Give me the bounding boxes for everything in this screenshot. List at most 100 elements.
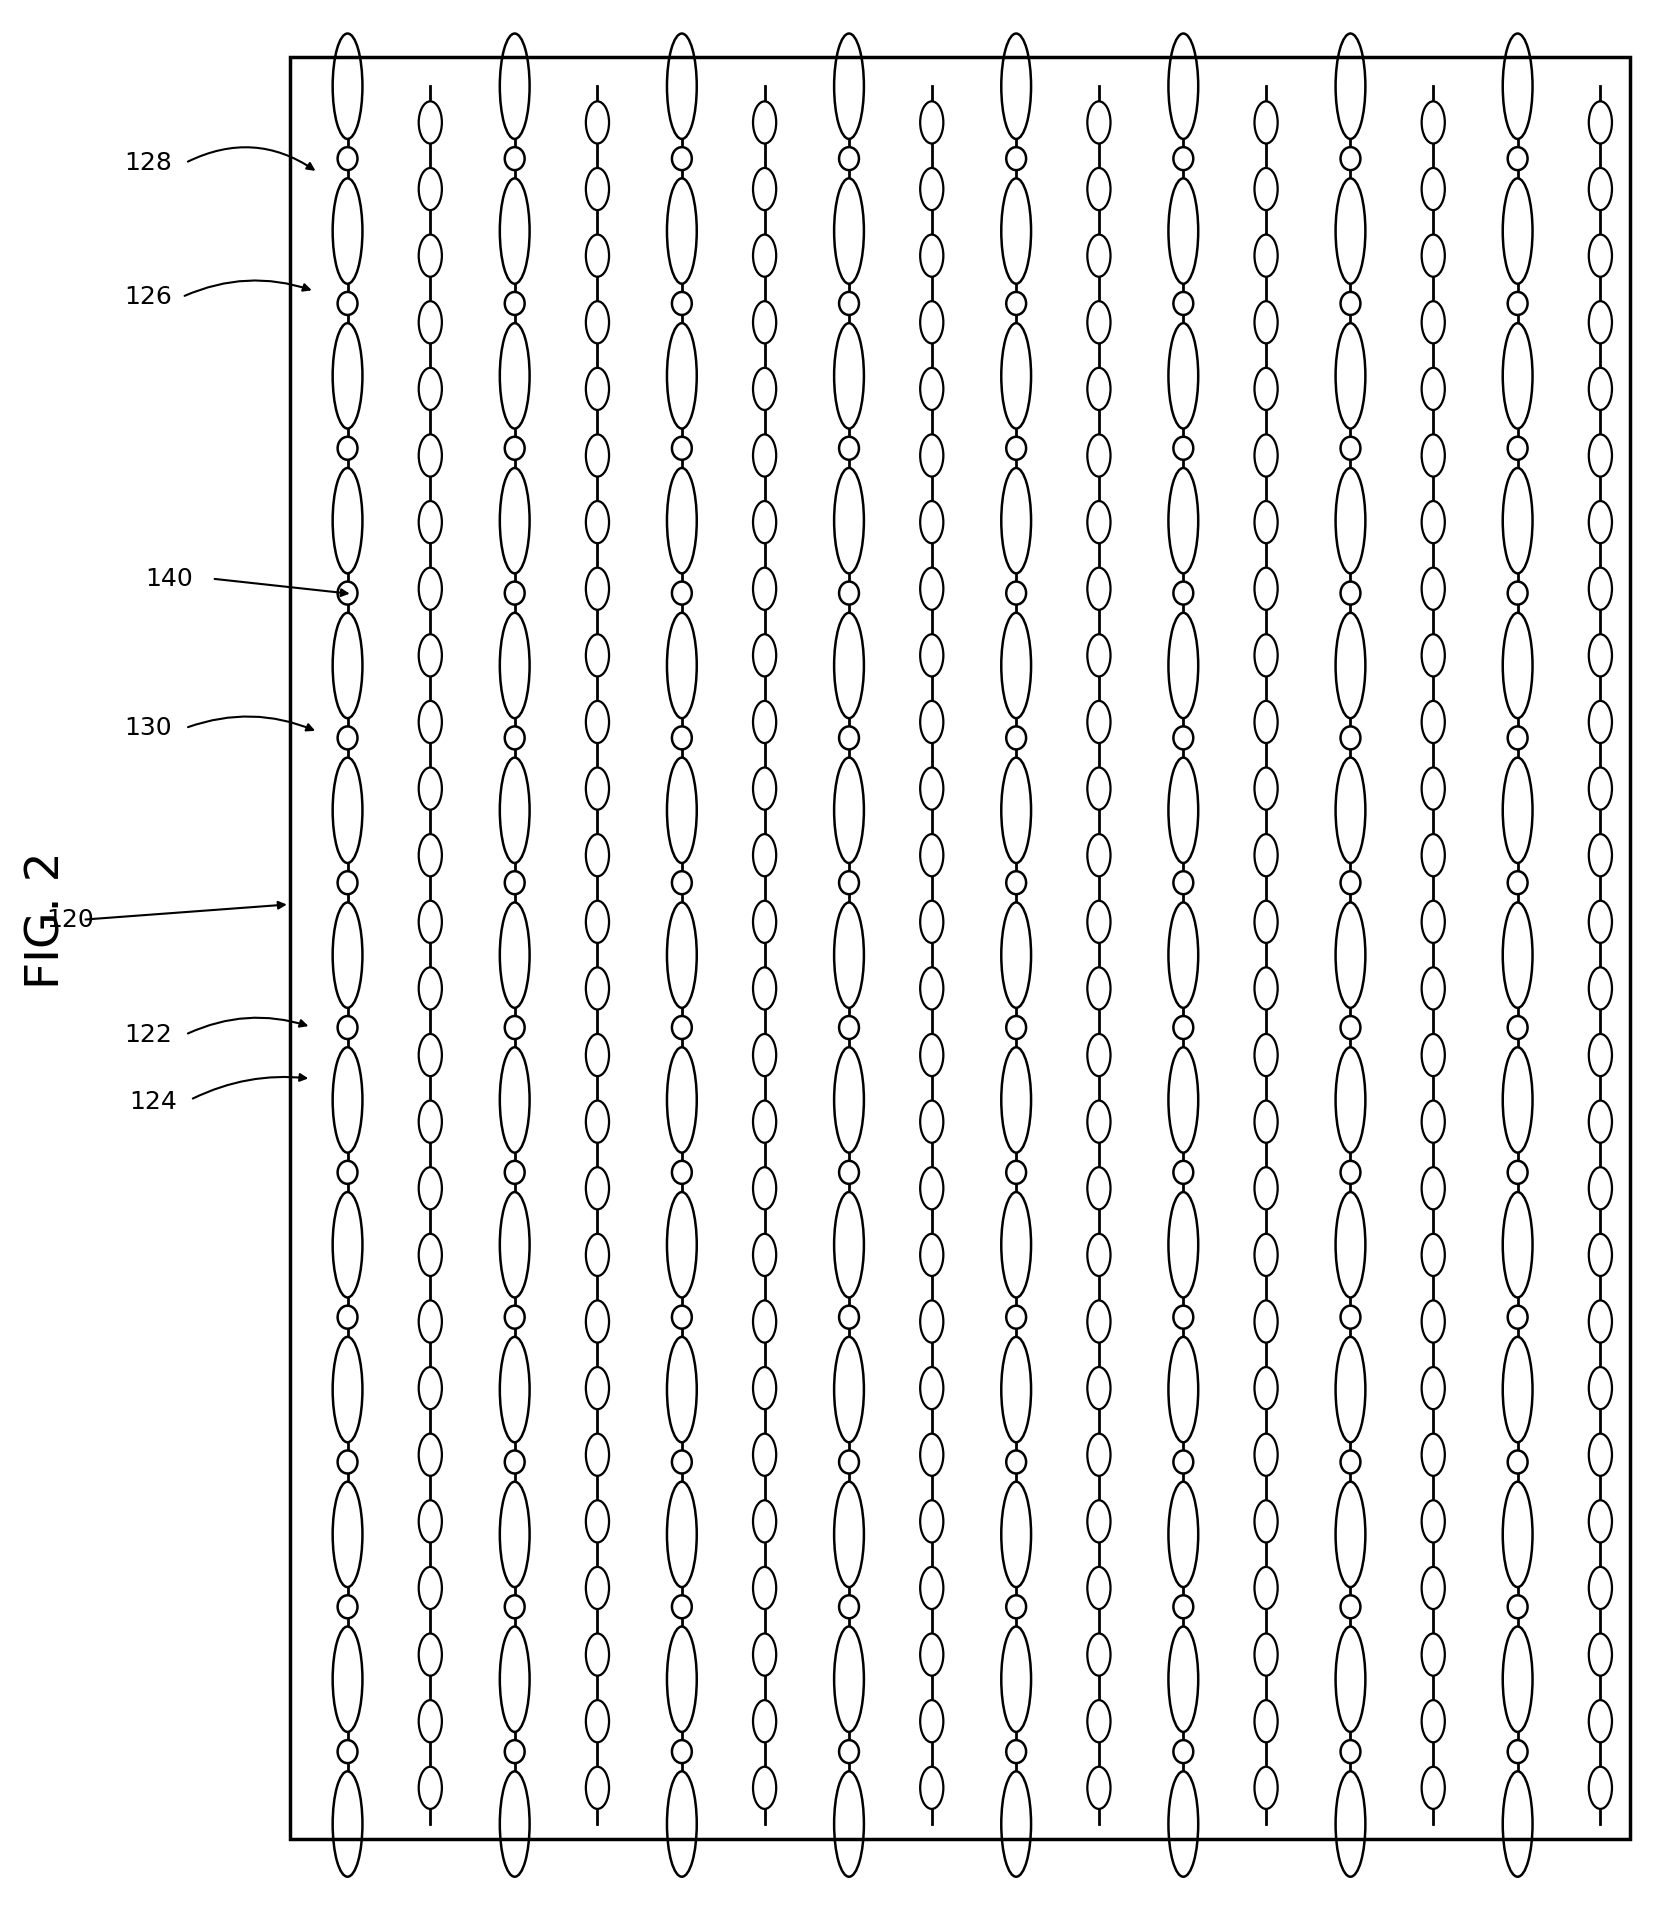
Ellipse shape: [1173, 291, 1193, 314]
Ellipse shape: [1087, 502, 1111, 544]
Ellipse shape: [500, 613, 530, 718]
Ellipse shape: [500, 1048, 530, 1153]
Ellipse shape: [500, 33, 530, 140]
Ellipse shape: [1589, 901, 1612, 943]
Ellipse shape: [1422, 234, 1445, 276]
Ellipse shape: [1087, 768, 1111, 810]
Ellipse shape: [1503, 757, 1533, 862]
Ellipse shape: [1336, 902, 1365, 1008]
Ellipse shape: [753, 102, 776, 144]
Ellipse shape: [1336, 1192, 1365, 1297]
Ellipse shape: [586, 502, 609, 544]
Ellipse shape: [667, 757, 697, 862]
Ellipse shape: [834, 1192, 864, 1297]
Ellipse shape: [1589, 768, 1612, 810]
Ellipse shape: [753, 968, 776, 1010]
Ellipse shape: [920, 1767, 943, 1809]
Ellipse shape: [1006, 726, 1026, 749]
Ellipse shape: [753, 1500, 776, 1542]
Ellipse shape: [1422, 1167, 1445, 1209]
Ellipse shape: [333, 178, 362, 284]
Ellipse shape: [586, 634, 609, 676]
Ellipse shape: [1422, 435, 1445, 477]
Ellipse shape: [1001, 1627, 1031, 1732]
Ellipse shape: [338, 1450, 357, 1473]
Ellipse shape: [1508, 1015, 1528, 1038]
Ellipse shape: [1341, 148, 1360, 171]
Ellipse shape: [834, 1048, 864, 1153]
Ellipse shape: [505, 1015, 525, 1038]
Ellipse shape: [834, 757, 864, 862]
Ellipse shape: [419, 1100, 442, 1142]
Ellipse shape: [1503, 902, 1533, 1008]
Ellipse shape: [1422, 1234, 1445, 1276]
Ellipse shape: [1087, 1035, 1111, 1077]
Ellipse shape: [1589, 301, 1612, 343]
Ellipse shape: [1168, 324, 1198, 429]
Ellipse shape: [1087, 1767, 1111, 1809]
Bar: [290, 57, 1630, 1839]
Ellipse shape: [1503, 1770, 1533, 1878]
Ellipse shape: [1087, 1234, 1111, 1276]
Ellipse shape: [920, 1567, 943, 1609]
Ellipse shape: [338, 1305, 357, 1328]
Ellipse shape: [586, 1035, 609, 1077]
Ellipse shape: [920, 368, 943, 410]
Ellipse shape: [1422, 1366, 1445, 1408]
Ellipse shape: [586, 968, 609, 1010]
Ellipse shape: [1254, 1167, 1278, 1209]
Ellipse shape: [920, 301, 943, 343]
Ellipse shape: [1087, 567, 1111, 609]
Ellipse shape: [1006, 1596, 1026, 1619]
Ellipse shape: [1341, 1740, 1360, 1763]
Ellipse shape: [505, 582, 525, 605]
Ellipse shape: [1254, 1500, 1278, 1542]
Ellipse shape: [1168, 178, 1198, 284]
Ellipse shape: [1589, 1433, 1612, 1475]
Ellipse shape: [586, 1634, 609, 1676]
Ellipse shape: [500, 468, 530, 573]
Ellipse shape: [1006, 1450, 1026, 1473]
Ellipse shape: [419, 301, 442, 343]
Ellipse shape: [1006, 291, 1026, 314]
Ellipse shape: [1589, 701, 1612, 743]
Ellipse shape: [920, 169, 943, 211]
Ellipse shape: [1503, 1481, 1533, 1586]
Ellipse shape: [1173, 872, 1193, 895]
Ellipse shape: [1589, 1500, 1612, 1542]
Ellipse shape: [920, 435, 943, 477]
Ellipse shape: [1087, 1567, 1111, 1609]
Ellipse shape: [1422, 502, 1445, 544]
Ellipse shape: [672, 148, 692, 171]
Ellipse shape: [753, 1567, 776, 1609]
Ellipse shape: [419, 1634, 442, 1676]
Ellipse shape: [1589, 1767, 1612, 1809]
Ellipse shape: [1503, 1627, 1533, 1732]
Ellipse shape: [1422, 768, 1445, 810]
Ellipse shape: [338, 1740, 357, 1763]
Ellipse shape: [839, 1305, 859, 1328]
Ellipse shape: [586, 833, 609, 876]
Ellipse shape: [1422, 102, 1445, 144]
Ellipse shape: [1589, 1100, 1612, 1142]
Ellipse shape: [586, 1433, 609, 1475]
Ellipse shape: [1589, 968, 1612, 1010]
Ellipse shape: [1173, 1450, 1193, 1473]
Ellipse shape: [1503, 178, 1533, 284]
Ellipse shape: [1168, 1770, 1198, 1878]
Ellipse shape: [1336, 1048, 1365, 1153]
Ellipse shape: [586, 1366, 609, 1408]
Ellipse shape: [1254, 102, 1278, 144]
Ellipse shape: [586, 1767, 609, 1809]
Ellipse shape: [667, 902, 697, 1008]
Ellipse shape: [1254, 1767, 1278, 1809]
Ellipse shape: [338, 1161, 357, 1184]
Ellipse shape: [920, 968, 943, 1010]
Ellipse shape: [1001, 1481, 1031, 1586]
Ellipse shape: [333, 1337, 362, 1443]
Ellipse shape: [1589, 1699, 1612, 1742]
Ellipse shape: [753, 1234, 776, 1276]
Ellipse shape: [1001, 613, 1031, 718]
Ellipse shape: [500, 1481, 530, 1586]
Ellipse shape: [586, 435, 609, 477]
